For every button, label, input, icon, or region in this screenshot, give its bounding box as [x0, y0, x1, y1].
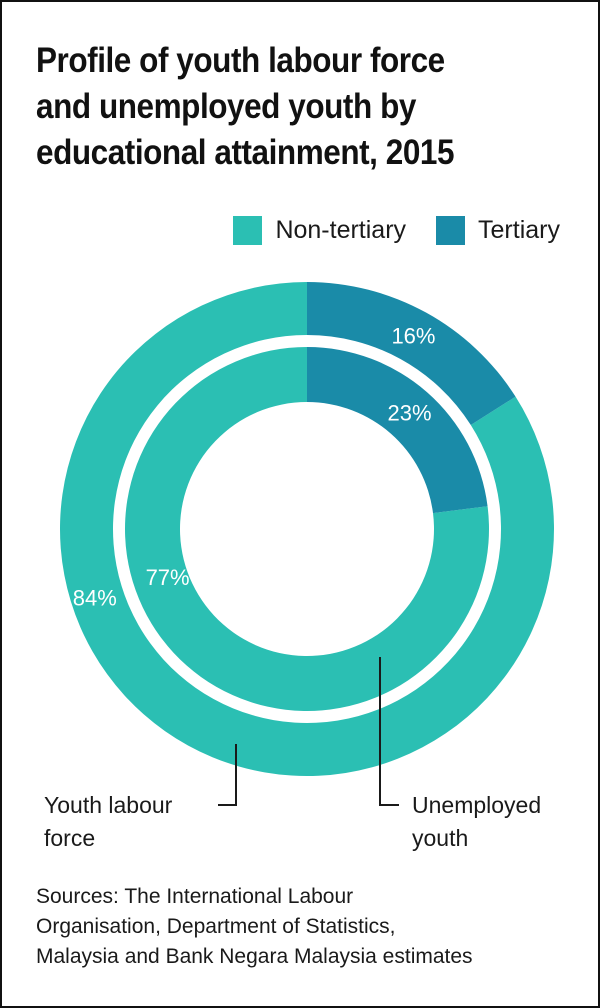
inner-ring-slice-tertiary	[307, 347, 488, 514]
legend-swatch-tertiary	[436, 216, 466, 245]
legend: Non-tertiary Tertiary	[203, 216, 560, 245]
legend-label-tertiary: Tertiary	[478, 216, 560, 244]
legend-label-non-tertiary: Non-tertiary	[275, 216, 407, 244]
inner-ring-label-tertiary: 23%	[387, 401, 431, 426]
chart-title: Profile of youth labour force and unempl…	[36, 38, 527, 176]
outer-ring-label-tertiary: 16%	[391, 323, 435, 348]
legend-item-non-tertiary: Non-tertiary	[233, 216, 406, 245]
title-line-1: Profile of youth labour force	[36, 41, 445, 80]
title-line-3: educational attainment, 2015	[36, 133, 455, 172]
outer-ring-callout-text-line-2: force	[44, 825, 95, 851]
outer-ring-label-non-tertiary: 84%	[73, 585, 117, 610]
outer-ring-callout-line	[218, 744, 237, 806]
sources-line-2: Organisation, Department of Statistics,	[36, 915, 396, 938]
outer-ring-slice-tertiary	[307, 282, 516, 426]
title-line-2: and unemployed youth by	[36, 87, 416, 126]
inner-ring-callout-line	[379, 657, 399, 806]
sources-line-3: Malaysia and Bank Negara Malaysia estima…	[36, 945, 473, 968]
sources-line-1: Sources: The International Labour	[36, 885, 354, 908]
inner-ring-callout-text-line-2: youth	[412, 825, 468, 851]
inner-ring-callout-text-line-1: Unemployed	[412, 792, 541, 818]
inner-ring-slice-non-tertiary	[125, 347, 490, 712]
inner-ring-label-non-tertiary: 77%	[146, 565, 190, 590]
legend-swatch-non-tertiary	[233, 216, 263, 245]
sources-note: Sources: The International Labour Organi…	[36, 882, 596, 972]
legend-item-tertiary: Tertiary	[436, 216, 560, 245]
outer-ring-callout-text-line-1: Youth labour	[44, 792, 173, 818]
